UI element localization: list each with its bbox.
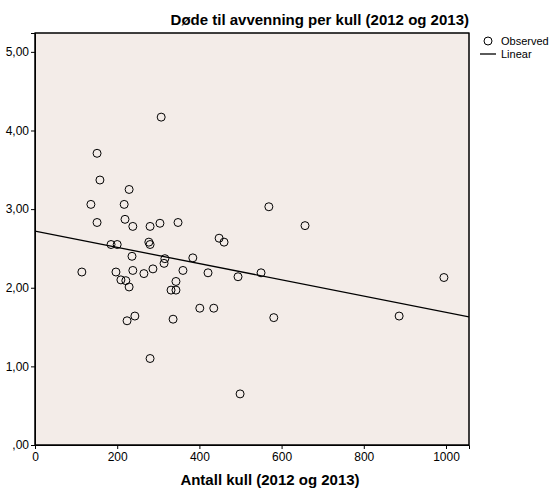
- y-tick-mark: [31, 52, 35, 53]
- point: [140, 270, 148, 278]
- y-tick-label: ,00: [12, 438, 29, 452]
- legend-symbol: [484, 37, 492, 45]
- fit-line: [35, 231, 469, 317]
- point: [440, 274, 448, 282]
- y-tick: 2,00: [6, 281, 35, 295]
- y-tick: 3,00: [6, 202, 35, 216]
- legend-label: Observed: [501, 35, 549, 47]
- point: [93, 149, 101, 157]
- x-tick: 800: [354, 445, 374, 464]
- point: [172, 277, 180, 285]
- x-tick-label: 400: [190, 450, 210, 464]
- point: [157, 113, 165, 121]
- y-tick-mark: [31, 130, 35, 131]
- point: [87, 200, 95, 208]
- point: [121, 215, 129, 223]
- y-tick-label: 2,00: [6, 281, 30, 295]
- legend-symbol: [480, 53, 496, 54]
- x-tick-label: 800: [354, 450, 374, 464]
- point: [146, 355, 154, 363]
- point: [146, 222, 154, 230]
- y-tick-mark: [31, 288, 35, 289]
- x-tick-label: 0: [32, 450, 39, 464]
- point: [149, 265, 157, 273]
- x-axis: 0 200 400 600 800 1000: [32, 445, 469, 464]
- point: [236, 390, 244, 398]
- point: [120, 200, 128, 208]
- y-tick: ,00: [12, 438, 35, 452]
- plot-frame: [35, 33, 469, 445]
- point: [93, 218, 101, 226]
- point: [112, 268, 120, 276]
- point: [125, 283, 133, 291]
- y-tick: 1,00: [6, 360, 35, 374]
- point: [123, 317, 131, 325]
- x-tick: 600: [272, 445, 292, 464]
- legend: ObservedLinear: [480, 35, 549, 60]
- point: [210, 304, 218, 312]
- x-tick-label: 600: [272, 450, 292, 464]
- point: [270, 314, 278, 322]
- point: [129, 222, 137, 230]
- point: [220, 238, 228, 246]
- point: [204, 269, 212, 277]
- x-tick-mark: [117, 445, 118, 449]
- y-tick-label: 5,00: [6, 45, 30, 59]
- plot-area: [35, 33, 469, 445]
- y-tick-mark: [31, 445, 35, 446]
- point: [189, 254, 197, 262]
- y-tick-label: 4,00: [6, 124, 30, 138]
- y-axis: ,00 1,00 2,00 3,00 4,00 5,00: [6, 34, 36, 453]
- x-tick: 400: [190, 445, 210, 464]
- x-tick-mark: [364, 445, 365, 449]
- point: [179, 266, 187, 274]
- point: [131, 312, 139, 320]
- point: [265, 203, 273, 211]
- point: [96, 176, 104, 184]
- x-tick-label: 1000: [433, 450, 460, 464]
- x-axis-title: Antall kull (2012 og 2013): [180, 471, 359, 488]
- y-tick-mark: [31, 366, 35, 367]
- point: [395, 312, 403, 320]
- point: [169, 315, 177, 323]
- point: [234, 273, 242, 281]
- x-tick: 1000: [433, 445, 460, 464]
- legend-label: Linear: [501, 48, 532, 60]
- x-tick-mark: [446, 445, 447, 449]
- point: [146, 241, 154, 249]
- plot-marks: [35, 113, 469, 398]
- x-tick-mark: [199, 445, 200, 449]
- chart: 0 200 400 600 800 1000 ,00 1,00 2,00 3,00 4,00 5,00…: [0, 0, 558, 501]
- y-tick-label: 3,00: [6, 202, 30, 216]
- y-tick: 4,00: [6, 124, 35, 138]
- x-tick: 0: [32, 445, 39, 464]
- point: [196, 304, 204, 312]
- point: [156, 219, 164, 227]
- title: Døde til avvenning per kull (2012 og 201…: [171, 11, 469, 28]
- x-axis-line: [36, 446, 470, 450]
- x-tick-mark: [282, 445, 283, 449]
- point: [301, 222, 309, 230]
- y-tick-mark: [31, 209, 35, 210]
- y-tick-label: 1,00: [6, 360, 30, 374]
- x-tick-label: 200: [108, 450, 128, 464]
- point: [125, 185, 133, 193]
- point: [128, 252, 136, 260]
- point: [172, 286, 180, 294]
- point: [78, 268, 86, 276]
- point: [129, 266, 137, 274]
- y-tick: 5,00: [6, 45, 35, 59]
- point: [174, 218, 182, 226]
- x-tick: 200: [108, 445, 128, 464]
